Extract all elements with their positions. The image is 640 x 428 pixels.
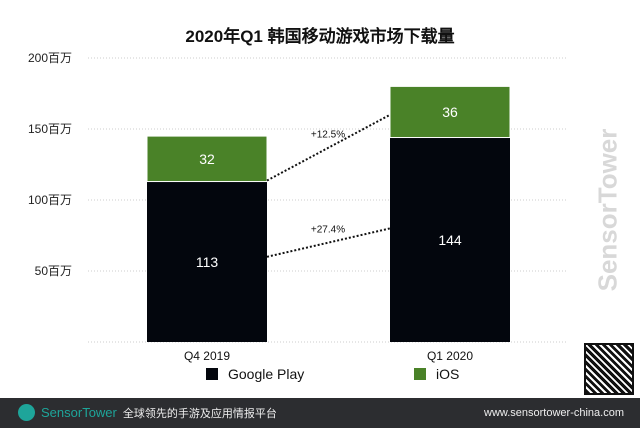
- brand: SensorTower 全球领先的手游及应用情报平台: [18, 404, 277, 421]
- data-label: 36: [442, 104, 458, 120]
- y-tick-label: 100百万: [28, 193, 72, 207]
- data-label: 144: [438, 232, 462, 248]
- legend-label: iOS: [436, 366, 460, 382]
- sensortower-logo-icon: [18, 404, 35, 421]
- qr-code: [584, 343, 634, 395]
- footer: SensorTower 全球领先的手游及应用情报平台 www.sensortowe…: [0, 398, 640, 428]
- y-tick-label: 50百万: [35, 264, 72, 278]
- legend-ios: iOS: [414, 366, 459, 382]
- y-tick-label: 200百万: [28, 51, 72, 65]
- brand-name: SensorTower: [41, 405, 117, 420]
- y-tick-label: 150百万: [28, 122, 72, 136]
- bar-google-play: [390, 137, 510, 342]
- website-link[interactable]: www.sensortower-china.com: [484, 407, 624, 419]
- chart-title: 2020年Q1 韩国移动游戏市场下载量: [185, 27, 455, 46]
- growth-line: [266, 113, 391, 182]
- bar-ios: [389, 85, 511, 139]
- growth-label: +12.5%: [311, 130, 345, 141]
- data-label: 113: [196, 254, 219, 270]
- legend-swatch: [206, 368, 218, 380]
- bar-google-play: [147, 181, 267, 342]
- legend-swatch: [414, 368, 426, 380]
- growth-label: +27.4%: [311, 225, 345, 236]
- data-label: 32: [199, 151, 215, 167]
- legend-label: Google Play: [228, 366, 305, 382]
- slogan: 全球领先的手游及应用情报平台: [122, 407, 277, 420]
- legend-google-play: Google Play: [206, 366, 304, 382]
- bar-ios: [146, 135, 268, 183]
- x-tick-label: Q4 2019: [184, 349, 230, 363]
- x-tick-label: Q1 2020: [427, 349, 473, 363]
- growth-line: [266, 227, 391, 258]
